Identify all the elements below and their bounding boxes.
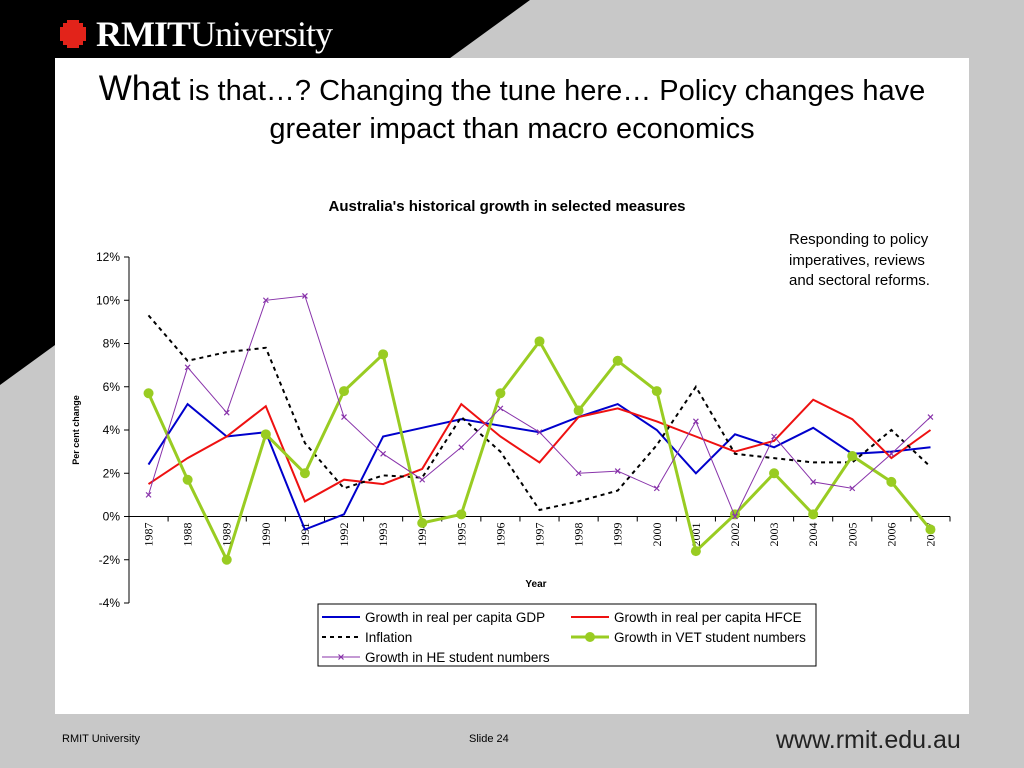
y-tick-label: 8% — [103, 337, 121, 351]
data-point — [849, 485, 856, 492]
x-tick-label: 1995 — [454, 523, 468, 547]
x-tick-label: 2000 — [650, 523, 664, 547]
footer-url[interactable]: www.rmit.edu.au — [776, 726, 961, 754]
x-tick-label: 1988 — [181, 523, 195, 547]
data-point — [223, 409, 230, 416]
rmit-logo: RMITUniversity — [58, 14, 333, 54]
data-point — [458, 444, 465, 451]
legend-label: Growth in VET student numbers — [614, 630, 806, 645]
data-point — [302, 293, 308, 299]
data-point — [575, 470, 582, 477]
y-tick-label: 4% — [103, 423, 121, 437]
x-tick-label: 1990 — [259, 523, 273, 547]
data-point — [888, 450, 895, 457]
data-point — [417, 517, 428, 528]
slide-title-lead: What — [98, 69, 181, 108]
chart-title: Australia's historical growth in selecte… — [328, 198, 685, 215]
legend-box — [317, 603, 817, 667]
x-tick-label: 1998 — [572, 523, 586, 547]
data-point — [810, 478, 817, 485]
data-point — [339, 386, 350, 397]
rmit-logo-icon — [58, 19, 88, 49]
data-point — [690, 546, 701, 557]
data-point — [536, 429, 543, 436]
data-point — [732, 513, 738, 520]
data-point — [221, 554, 232, 565]
legend-label: Growth in real per capita HFCE — [614, 610, 802, 625]
data-point — [145, 491, 152, 498]
x-tick-label: 2004 — [806, 523, 820, 547]
data-point — [612, 355, 623, 366]
footer-institution: RMIT University — [62, 733, 141, 745]
data-point — [534, 336, 545, 347]
x-tick-label: 1996 — [493, 523, 507, 547]
x-tick-label: 1992 — [337, 523, 351, 547]
data-point — [184, 364, 191, 371]
data-point — [573, 405, 584, 416]
y-axis-title: Per cent change — [71, 395, 81, 465]
data-point — [847, 450, 858, 461]
x-tick-label: 1987 — [142, 523, 156, 547]
data-point — [262, 297, 269, 304]
data-point — [651, 386, 662, 397]
chart-annotation: Responding to policy imperatives, review… — [789, 231, 930, 289]
data-point — [729, 509, 740, 520]
x-tick-label: 1989 — [220, 523, 234, 547]
x-tick-label: 1999 — [611, 523, 625, 547]
x-tick-label: 1991 — [298, 523, 312, 547]
data-point — [456, 509, 467, 520]
legend-label: Growth in real per capita GDP — [365, 610, 545, 625]
data-point — [380, 450, 387, 457]
legend-label: Inflation — [365, 630, 412, 645]
data-point — [143, 388, 154, 399]
logo-light-text: University — [190, 14, 333, 54]
data-point — [925, 524, 936, 535]
footer-slide-number: Slide 24 — [469, 733, 509, 745]
data-point — [886, 476, 897, 487]
series-line-2 — [147, 314, 932, 512]
data-point — [808, 509, 819, 520]
slide-title: What is that…? Changing the tune here… P… — [55, 70, 969, 148]
y-tick-label: 12% — [96, 250, 120, 264]
slide-title-rest: is that…? Changing the tune here… Policy… — [180, 75, 926, 145]
legend-label: Growth in HE student numbers — [365, 650, 550, 665]
data-point — [927, 414, 934, 420]
x-tick-label: 2002 — [728, 523, 742, 547]
logo-bold-text: RMIT — [96, 14, 191, 54]
data-point — [182, 474, 193, 485]
x-tick-label: 2005 — [845, 523, 859, 547]
y-tick-label: -2% — [99, 553, 121, 567]
legend-marker — [585, 632, 595, 642]
data-point — [614, 468, 621, 475]
x-tick-label: 1997 — [533, 523, 547, 547]
data-point — [341, 414, 347, 420]
data-point — [769, 468, 780, 479]
data-point — [495, 388, 506, 399]
data-point — [260, 429, 271, 440]
y-tick-label: 10% — [96, 293, 120, 307]
y-tick-label: 6% — [103, 380, 121, 394]
legend-marker — [338, 654, 344, 660]
data-point — [378, 349, 389, 360]
x-tick-label: 2003 — [767, 523, 781, 547]
data-point — [653, 485, 660, 492]
x-tick-label: 1993 — [376, 523, 390, 547]
x-axis-title: Year — [525, 579, 546, 590]
y-tick-label: 2% — [103, 466, 121, 480]
data-point — [419, 476, 426, 483]
y-tick-label: 0% — [103, 510, 121, 524]
x-tick-label: 2006 — [884, 523, 898, 547]
x-tick-label: 1994 — [415, 523, 429, 547]
data-point — [299, 468, 310, 479]
y-tick-label: -4% — [99, 596, 121, 610]
data-point — [692, 418, 699, 425]
series-line-1 — [147, 398, 932, 503]
data-point — [771, 433, 777, 440]
data-point — [497, 405, 504, 412]
